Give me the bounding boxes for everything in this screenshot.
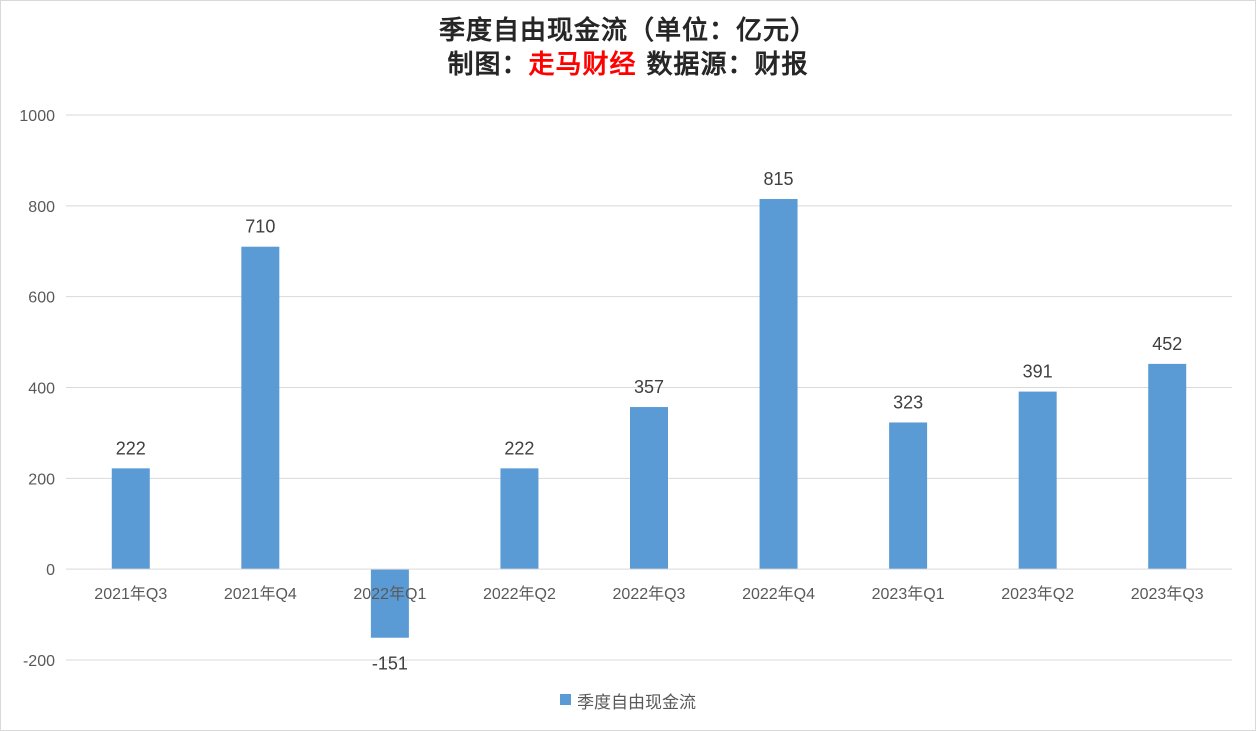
x-tick-label: 2022年Q2 <box>483 585 556 603</box>
x-tick-label: 2023年Q1 <box>872 585 945 603</box>
bar <box>370 569 409 638</box>
x-tick-label: 2021年Q3 <box>94 585 167 603</box>
data-label: 357 <box>634 377 664 397</box>
legend-label: 季度自由现金流 <box>577 693 696 713</box>
y-tick-labels: -200 0 200 400 600 800 1000 <box>19 108 55 670</box>
y-tick-label: 400 <box>28 381 55 398</box>
chart-title-line1: 季度自由现金流（单位：亿元） <box>438 16 817 46</box>
y-tick-label: 1000 <box>19 108 55 125</box>
bar <box>889 422 928 570</box>
y-tick-label: -200 <box>23 653 55 670</box>
bar <box>759 199 798 570</box>
data-labels: 222 710 -151 222 357 815 323 391 452 <box>116 169 1182 674</box>
data-label: 323 <box>893 392 923 412</box>
bar <box>630 407 668 570</box>
data-label: 452 <box>1152 334 1182 354</box>
data-label: 222 <box>504 438 534 458</box>
x-tick-label: 2022年Q1 <box>353 585 426 603</box>
title-suffix: 数据源：财报 <box>636 50 809 80</box>
bars-layer <box>111 199 1187 638</box>
chart-title: 季度自由现金流（单位：亿元） 制图：走马财经 数据源：财报 <box>0 14 1256 82</box>
y-tick-label: 0 <box>46 562 55 579</box>
y-tick-label: 600 <box>28 290 55 307</box>
bar <box>241 246 280 570</box>
data-label: 391 <box>1023 362 1053 382</box>
bar <box>1018 391 1057 570</box>
x-tick-label: 2023年Q3 <box>1131 585 1204 603</box>
x-tick-label: 2022年Q3 <box>613 585 686 603</box>
bar <box>1148 363 1187 570</box>
data-label: 815 <box>764 169 794 189</box>
x-tick-label: 2022年Q4 <box>742 585 815 603</box>
chart-title-line2: 制图：走马财经 数据源：财报 <box>0 48 1256 82</box>
y-tick-label: 200 <box>28 471 55 488</box>
x-tick-labels: 2021年Q3 2021年Q4 2022年Q1 2022年Q2 2022年Q3 2022年… <box>94 585 1203 603</box>
x-tick-label: 2023年Q2 <box>1001 585 1074 603</box>
title-prefix: 制图： <box>447 50 529 80</box>
bar <box>111 468 150 570</box>
bar <box>500 468 539 570</box>
title-accent: 走马财经 <box>528 50 637 80</box>
data-label: 710 <box>245 217 275 237</box>
y-tick-label: 800 <box>28 199 55 216</box>
x-tick-label: 2021年Q4 <box>224 585 297 603</box>
data-label: -151 <box>372 654 408 674</box>
legend: 季度自由现金流 <box>0 688 1256 713</box>
legend-swatch <box>560 694 571 705</box>
data-label: 222 <box>116 438 146 458</box>
